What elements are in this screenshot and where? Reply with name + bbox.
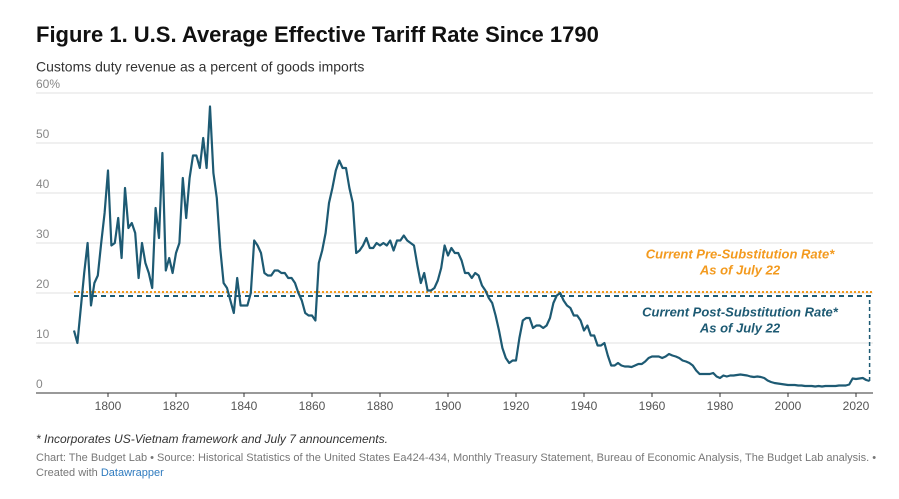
chart-title: Figure 1. U.S. Average Effective Tariff … [36,22,599,47]
chart-subtitle: Customs duty revenue as a percent of goo… [36,59,364,75]
x-tick-label: 1960 [639,399,666,413]
y-tick-label: 60% [36,77,60,91]
x-tick-label: 1920 [503,399,530,413]
x-tick-label: 1800 [95,399,122,413]
y-tick-label: 30 [36,227,50,241]
x-tick-label: 1940 [571,399,598,413]
line-series [72,105,870,388]
x-tick-label: 1980 [707,399,734,413]
reference-sublabel: As of July 22 [699,320,781,335]
created-with: Created with Datawrapper [36,467,164,479]
x-tick-label: 1880 [367,399,394,413]
footnote: * Incorporates US-Vietnam framework and … [36,432,388,446]
y-tick-label: 0 [36,377,43,391]
x-tick-label: 1840 [231,399,258,413]
x-tick-label: 1820 [163,399,190,413]
reference-label: Current Post-Substitution Rate* [642,304,839,319]
reference-label: Current Pre-Substitution Rate* [646,246,835,261]
credit-link[interactable]: Datawrapper [101,467,164,479]
source: Chart: The Budget Lab • Source: Historic… [36,452,876,464]
y-tick-label: 20 [36,277,50,291]
x-tick-label: 2000 [775,399,802,413]
x-tick-label: 1860 [299,399,326,413]
x-tick-label: 1900 [435,399,462,413]
reference-sublabel: As of July 22 [699,262,781,277]
y-tick-label: 10 [36,327,50,341]
x-tick-label: 2020 [843,399,870,413]
created-with-text: Created with [36,467,98,479]
y-tick-label: 50 [36,127,50,141]
y-tick-label: 40 [36,177,50,191]
